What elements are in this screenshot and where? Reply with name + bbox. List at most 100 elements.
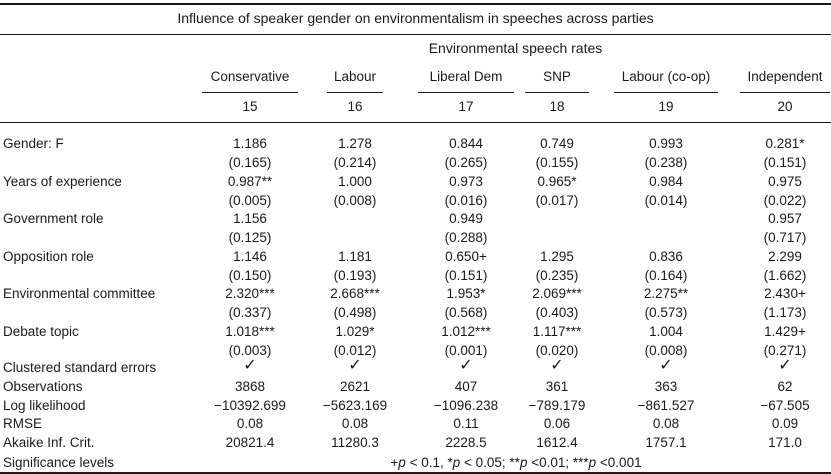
stat-value: 3868 [234,379,266,394]
significance-symbol: *** [572,455,589,470]
stat-value: 2621 [339,379,371,394]
coefficient-estimate: 1.029* [335,324,375,339]
stat-value: −789.179 [528,397,586,413]
title-rule [0,34,831,35]
bottom-rule [0,472,831,474]
standard-error: (0.012) [333,343,377,358]
stat-label: Clustered standard errors [3,360,157,375]
stat-value: −10392.699 [214,397,286,413]
row-label: Debate topic [3,324,79,339]
table-title: Influence of speaker gender on environme… [177,10,654,26]
column-header-model: 16 [347,99,363,114]
stat-label: Akaike Inf. Crit. [3,434,95,450]
stat-value: 361 [545,379,569,394]
coefficient-estimate: 2.069*** [532,286,582,302]
stat-value: 0.09 [771,416,799,432]
column-header-model: 18 [549,99,565,114]
row-label: Government role [3,211,104,227]
significance-threshold: <0.01; [527,455,573,470]
stat-value: −67.505 [760,397,810,413]
standard-error: (0.008) [333,192,377,208]
significance-p: p [398,455,406,470]
coefficient-estimate: 0.993 [649,136,683,151]
column-underline [202,92,298,93]
significance-symbol: + [390,455,399,470]
coefficient-estimate: 0.987** [227,173,273,189]
stat-value: 0.06 [543,416,571,432]
coefficient-estimate: 1.000 [338,173,372,189]
checkmark-icon: ✓ [550,357,564,374]
significance-symbol: * [447,455,453,470]
coefficient-estimate: 1.018*** [225,324,275,339]
stat-value: 171.0 [768,434,802,450]
standard-error: (0.265) [444,155,488,170]
row-label: Opposition role [3,248,94,264]
coefficient-estimate: 0.975 [768,173,802,189]
row-label: Gender: F [3,136,64,151]
standard-error: (0.150) [228,267,272,283]
standard-error: (0.568) [444,305,488,321]
coefficient-estimate: 0.836 [649,248,683,264]
coefficient-estimate: 0.650+ [445,248,487,264]
stat-value: 62 [777,379,793,394]
column-header-party: Liberal Dem [429,69,503,84]
standard-error: (0.193) [333,267,377,283]
standard-error: (0.022) [763,192,807,208]
standard-error: (0.151) [763,155,807,170]
standard-error: (0.001) [444,343,488,358]
stat-value: 0.11 [453,416,479,432]
stat-label: Log likelihood [3,397,86,413]
standard-error: (0.238) [644,155,688,170]
row-label: Years of experience [3,173,122,189]
coefficient-estimate: 1.117*** [532,324,582,339]
standard-error: (0.288) [444,230,488,246]
stat-value: 1757.1 [645,434,687,450]
stat-value: 0.08 [652,416,680,432]
significance-levels: +p < 0.1, *p < 0.05; **p <0.01; ***p <0.… [390,455,641,471]
column-header-party: SNP [543,69,571,84]
row-label: Environmental committee [3,286,156,302]
column-underline [740,92,830,93]
coefficient-estimate: 0.844 [449,136,483,151]
column-underline [614,92,718,93]
coefficient-estimate: 1.156 [233,211,267,227]
coefficient-estimate: 0.973 [449,173,483,189]
standard-error: (0.016) [444,192,488,208]
column-header-party: Labour [333,69,377,84]
standard-error: (0.164) [644,267,688,283]
standard-error: (0.214) [333,155,377,170]
column-header-party: Labour (co-op) [621,69,711,84]
standard-error: (1.662) [763,267,807,283]
coefficient-estimate: 0.749 [540,136,574,151]
coefficient-estimate: 1.953* [446,286,486,302]
stat-value: −861.527 [637,397,695,413]
significance-threshold: < 0.05; [460,455,510,470]
header-rule [0,122,831,123]
stat-value: 20821.4 [225,434,275,450]
standard-error: (0.573) [644,305,688,321]
column-header-party: Conservative [210,69,290,84]
standard-error: (0.008) [644,343,688,358]
standard-error: (0.337) [228,305,272,321]
stat-value: −1096.238 [433,397,499,413]
coefficient-estimate: 2.275** [643,286,689,302]
coefficient-estimate: 1.181 [338,248,372,264]
column-underline [418,92,514,93]
standard-error: (0.005) [228,192,272,208]
coefficient-estimate: 0.984 [649,173,683,189]
coefficient-estimate: 1.278 [338,136,372,151]
column-header-model: 15 [242,99,258,114]
column-underline [525,92,589,93]
significance-label: Significance levels [3,455,115,470]
standard-error: (0.717) [763,230,807,246]
coefficient-estimate: 0.281* [765,136,805,151]
standard-error: (1.173) [763,305,807,321]
significance-threshold: < 0.1, [405,455,448,470]
coefficient-estimate: 2.299 [768,248,802,264]
coefficient-estimate: 1.186 [233,136,267,151]
standard-error: (0.017) [535,192,579,208]
stat-value: −5623.169 [322,397,388,413]
standard-error: (0.125) [228,230,272,246]
standard-error: (0.165) [228,155,272,170]
coefficient-estimate: 0.957 [768,211,802,227]
